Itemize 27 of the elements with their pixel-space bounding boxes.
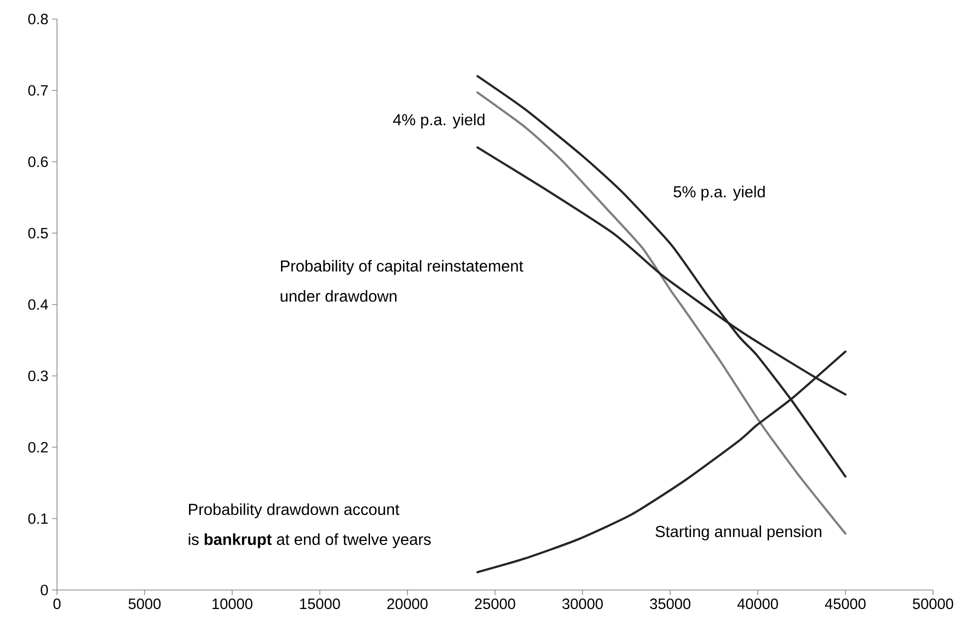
- y-tick-label: 0.4: [28, 299, 48, 310]
- x-tick-label: 40000: [737, 598, 778, 610]
- x-tick-label: 50000: [912, 598, 954, 610]
- y-tick-label: 0: [40, 584, 48, 596]
- y-tick-label: 0.3: [28, 370, 48, 382]
- y-tick-label: 0.1: [28, 513, 48, 524]
- x-tick-label: 5000: [128, 598, 161, 610]
- x-tick-label: 35000: [650, 598, 690, 610]
- y-tick-label: 0.7: [28, 85, 48, 96]
- annotation: Probability of capital reinstatement: [281, 260, 524, 275]
- y-tick-label: 0.5: [28, 228, 48, 238]
- x-tick-label: 0: [53, 598, 61, 610]
- x-tick-label: 25000: [474, 598, 516, 610]
- y-tick-label: 0.2: [28, 442, 48, 453]
- x-tick-label: 45000: [824, 598, 866, 610]
- x-tick-label: 15000: [300, 598, 340, 610]
- annotation: is bankrupt at end of twelve years: [188, 533, 431, 548]
- annotation: under drawdown: [280, 290, 396, 302]
- x-tick-label: 20000: [387, 598, 428, 610]
- annotation: 4% p.a. yield: [393, 114, 484, 128]
- x-tick-label: 10000: [212, 598, 252, 610]
- x-axis-title: Starting annual pension: [656, 525, 822, 540]
- annotation: 5% p.a. yield: [674, 186, 765, 201]
- y-tick-label: 0.8: [28, 14, 48, 24]
- x-tick-label: 30000: [562, 598, 603, 610]
- y-tick-label: 0.6: [28, 156, 48, 168]
- annotation: Probability drawdown account: [189, 503, 400, 518]
